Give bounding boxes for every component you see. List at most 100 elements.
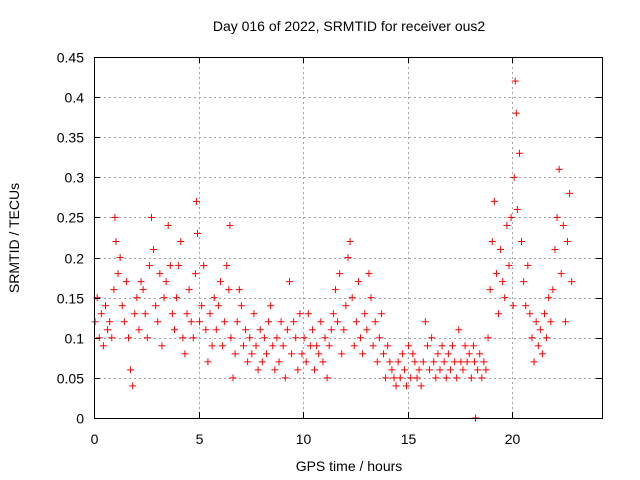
data-point	[304, 310, 312, 318]
data-point	[428, 334, 436, 342]
data-point	[405, 342, 413, 350]
data-point	[154, 318, 162, 326]
data-point	[292, 334, 300, 342]
data-point	[116, 254, 124, 262]
y-tick-label: 0.35	[57, 130, 84, 146]
data-point	[141, 310, 149, 318]
data-point	[288, 350, 296, 358]
data-point	[192, 197, 200, 205]
data-point	[538, 350, 546, 358]
data-point	[189, 334, 197, 342]
data-point	[317, 318, 325, 326]
data-point	[258, 358, 266, 366]
data-point	[513, 205, 521, 213]
data-point	[463, 358, 471, 366]
data-point	[242, 326, 250, 334]
data-point	[469, 342, 477, 350]
data-point	[557, 270, 565, 278]
data-point	[133, 294, 141, 302]
data-point	[311, 366, 319, 374]
data-point	[547, 318, 555, 326]
x-tick-label: 15	[401, 431, 417, 447]
data-point	[208, 342, 216, 350]
data-point	[400, 366, 408, 374]
data-point	[262, 350, 270, 358]
data-point	[515, 149, 523, 157]
data-point	[478, 374, 486, 382]
y-tick-label: 0.45	[57, 50, 84, 66]
data-point	[158, 342, 166, 350]
data-point	[398, 350, 406, 358]
x-axis-label: GPS time / hours	[296, 458, 403, 474]
data-point	[388, 366, 396, 374]
data-point	[499, 278, 507, 286]
data-point	[380, 350, 388, 358]
data-point	[145, 262, 153, 270]
data-point	[394, 358, 402, 366]
y-tick-label: 0.15	[57, 291, 84, 307]
data-point	[470, 358, 478, 366]
data-point	[118, 302, 126, 310]
data-point	[277, 318, 285, 326]
plot-frame	[94, 57, 603, 419]
data-point	[323, 374, 331, 382]
data-point	[423, 342, 431, 350]
data-point	[449, 342, 457, 350]
data-point	[509, 302, 517, 310]
data-point	[384, 342, 392, 350]
data-point	[226, 221, 234, 229]
data-point	[104, 326, 112, 334]
data-point	[331, 286, 339, 294]
data-point	[440, 358, 448, 366]
data-point	[308, 326, 316, 334]
data-point	[223, 262, 231, 270]
data-point	[204, 358, 212, 366]
data-point	[524, 262, 532, 270]
data-point	[137, 278, 145, 286]
data-point	[484, 334, 492, 342]
data-point	[183, 310, 191, 318]
data-point	[131, 310, 139, 318]
data-point	[403, 382, 411, 390]
data-point	[139, 286, 147, 294]
data-point	[549, 286, 557, 294]
data-point	[488, 238, 496, 246]
data-point	[179, 334, 187, 342]
data-point	[214, 302, 222, 310]
data-point	[465, 350, 473, 358]
data-point	[210, 294, 218, 302]
data-point	[367, 294, 375, 302]
data-point	[225, 286, 233, 294]
data-point	[334, 318, 342, 326]
data-point	[135, 326, 143, 334]
data-point	[127, 366, 135, 374]
data-point	[354, 278, 362, 286]
data-point	[313, 342, 321, 350]
data-point	[294, 366, 302, 374]
data-point	[486, 286, 494, 294]
data-point	[306, 342, 314, 350]
data-point	[438, 342, 446, 350]
data-point	[156, 270, 164, 278]
data-point	[181, 350, 189, 358]
data-point	[457, 358, 465, 366]
data-point	[260, 334, 268, 342]
data-point	[170, 326, 178, 334]
data-point	[175, 262, 183, 270]
data-point	[526, 310, 534, 318]
data-point	[124, 334, 132, 342]
data-point	[173, 294, 181, 302]
data-point	[95, 334, 103, 342]
data-point	[97, 310, 105, 318]
data-point	[480, 358, 488, 366]
data-point	[177, 238, 185, 246]
data-point	[112, 238, 120, 246]
x-tick-label: 20	[505, 431, 521, 447]
data-point	[446, 366, 454, 374]
data-point	[271, 366, 279, 374]
data-point	[290, 318, 298, 326]
y-tick-label: 0.3	[65, 170, 85, 186]
data-point	[455, 326, 463, 334]
data-point	[476, 350, 484, 358]
data-point	[198, 302, 206, 310]
